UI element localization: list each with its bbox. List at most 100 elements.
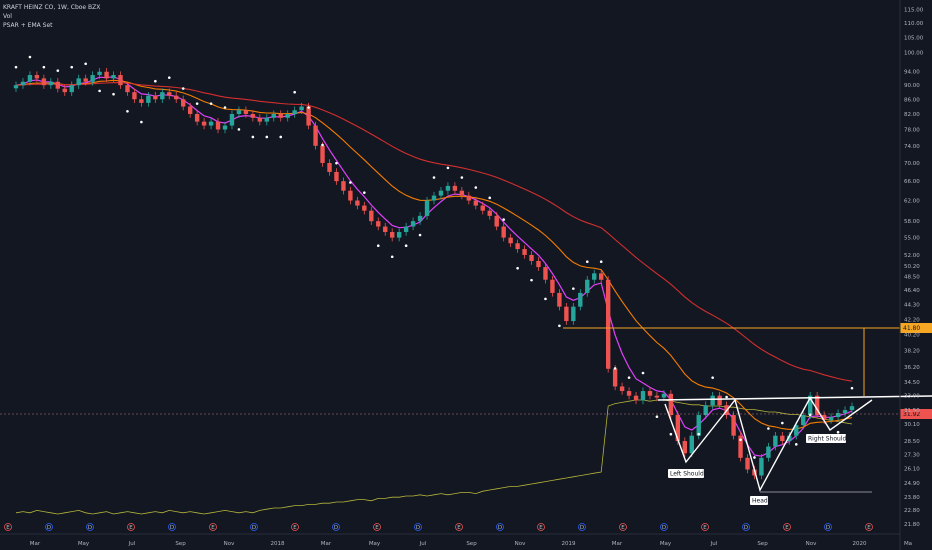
candle-body [438, 190, 444, 196]
candle-body [153, 95, 158, 100]
pattern-label-box [668, 469, 704, 478]
candle-body [48, 81, 54, 86]
y-tick-label: 24.90 [904, 481, 920, 487]
psar-dot [530, 278, 533, 282]
candle-body [278, 114, 283, 118]
y-tick-label: 33.00 [904, 394, 920, 400]
event-marker-label: E [539, 525, 543, 531]
candle-body [717, 395, 722, 406]
event-marker-label: E [293, 525, 297, 531]
event-marker [701, 523, 709, 531]
psar-dot [544, 297, 547, 301]
candle-body [208, 121, 214, 126]
y-tick-label: 26.10 [904, 466, 920, 472]
event-marker [250, 523, 258, 531]
psar-dot [265, 135, 269, 139]
candles [13, 68, 855, 480]
event-marker [865, 523, 873, 531]
y-tick-label: 31.50 [904, 408, 920, 414]
psar-dot [488, 196, 492, 200]
psar-dot [42, 65, 46, 69]
candle-body [285, 114, 290, 118]
candle-body [564, 306, 569, 322]
candle-body [821, 415, 827, 421]
y-tick-label: 66.00 [904, 179, 920, 185]
pattern-label: Left Shoulder [670, 471, 710, 478]
candle-body [167, 92, 172, 96]
y-tick-label: 58.00 [904, 219, 920, 225]
psar-dot [572, 287, 575, 290]
candle-body [543, 267, 548, 280]
target-price-badge [900, 323, 932, 333]
candle-body [745, 457, 750, 470]
candle-body [174, 95, 179, 100]
candle-body [90, 75, 95, 82]
candle-body [626, 391, 632, 396]
x-tick-label: Jul [419, 541, 427, 547]
candle-body [668, 393, 674, 416]
psar-dot [335, 161, 338, 165]
candle-body [250, 114, 256, 118]
candle-body [828, 417, 834, 421]
psar-dot [836, 430, 840, 434]
event-marker-label: E [621, 525, 625, 531]
candle-body [236, 110, 242, 115]
pattern-zigzag [664, 396, 873, 492]
event-marker-label: D [416, 525, 420, 531]
legend-volume: Vol [3, 13, 12, 20]
pattern-label: Head [752, 498, 768, 505]
candle-body [585, 279, 590, 293]
x-tick-label: Mar [612, 541, 623, 547]
psar-dot [585, 260, 589, 264]
candle-body [459, 190, 465, 196]
psar-dot [154, 79, 157, 83]
event-marker-label: D [252, 525, 256, 531]
event-marker [414, 523, 422, 531]
candle-body [675, 415, 681, 442]
event-marker-label: D [744, 525, 748, 531]
psar-dot [474, 186, 478, 189]
psar-dot [237, 128, 241, 131]
pattern-label-box [806, 434, 846, 443]
psar-dot [753, 456, 756, 459]
candle-body [682, 441, 687, 454]
candle-body [808, 395, 813, 416]
psar-dot [84, 62, 87, 66]
candle-body [661, 393, 667, 398]
candle-body [132, 92, 137, 100]
ema-long-line [15, 82, 853, 382]
y-tick-label: 46.40 [904, 288, 920, 294]
candle-body [738, 435, 743, 458]
candle-body [390, 232, 395, 238]
event-marker-label: D [662, 525, 666, 531]
event-marker [619, 523, 627, 531]
candle-body [306, 106, 311, 126]
x-tick-label: Jul [128, 541, 136, 547]
candle-body [187, 106, 193, 115]
psar-dot [850, 386, 854, 390]
event-marker-label: E [457, 525, 461, 531]
candle-body [522, 249, 527, 255]
event-marker-label: D [47, 525, 51, 531]
candle-body [501, 226, 506, 238]
x-tick-label: Ma [904, 541, 912, 547]
pattern-label: Right Shoulder [808, 436, 853, 443]
event-marker [168, 523, 176, 531]
event-marker-label: D [498, 525, 502, 531]
y-tick-label: 42.20 [904, 318, 920, 324]
y-tick-label: 115.00 [904, 7, 924, 13]
event-marker [783, 523, 791, 531]
psar-dot [223, 106, 227, 109]
candle-body [557, 292, 562, 307]
y-tick-label: 94.00 [904, 70, 920, 76]
candle-body [466, 195, 472, 201]
event-marker-label: E [867, 525, 871, 531]
y-tick-label: 110.00 [904, 21, 924, 27]
last-price-badge [900, 409, 932, 419]
candle-body [201, 121, 207, 126]
event-marker [86, 523, 94, 531]
candle-body [410, 221, 416, 227]
